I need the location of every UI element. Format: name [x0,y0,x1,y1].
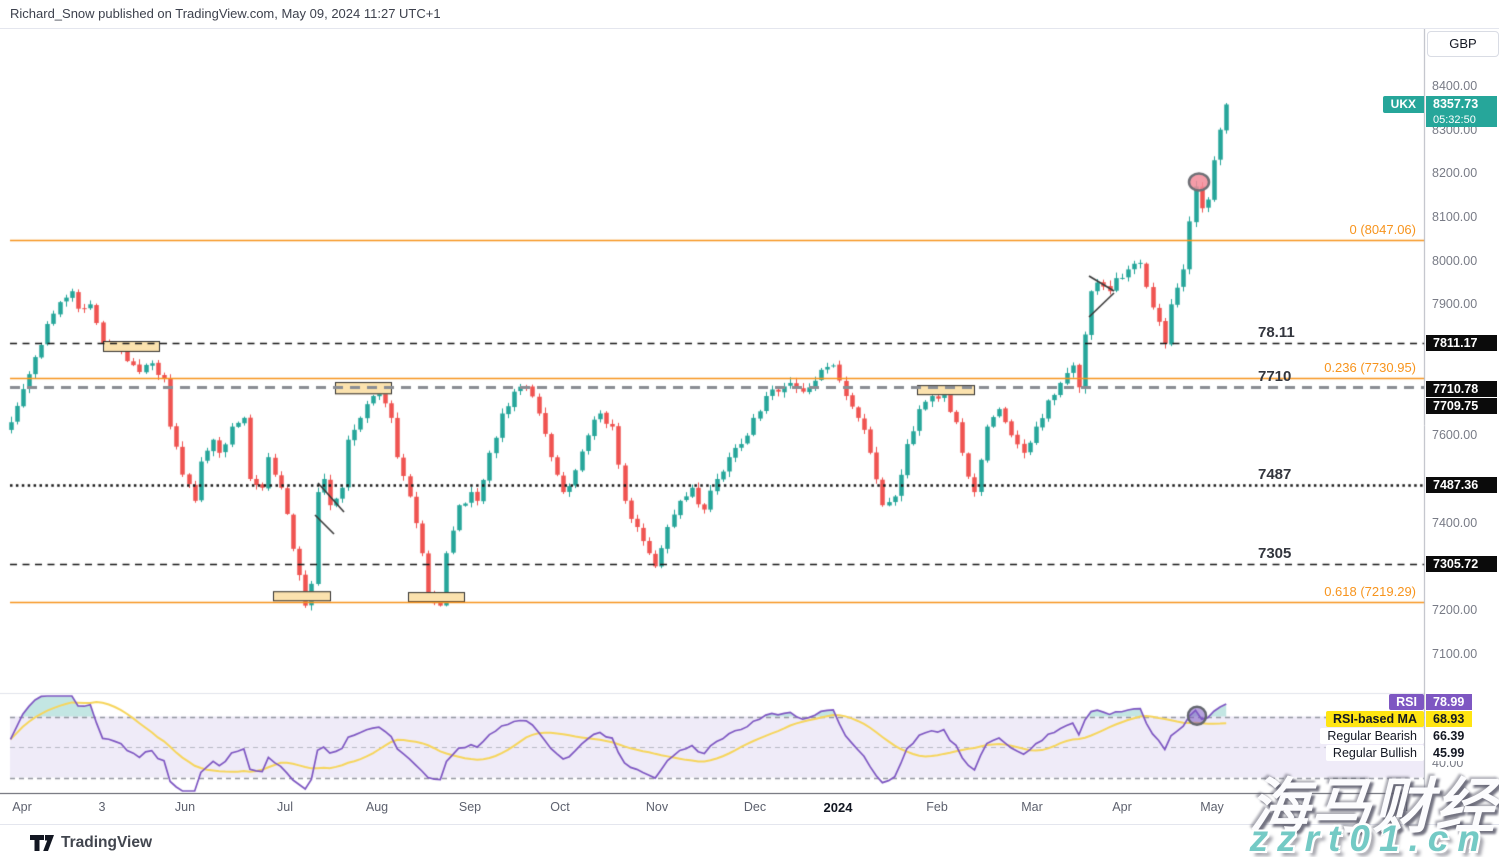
price-level-badge: 7305.72 [1426,555,1497,572]
tradingview-logo-text: TradingView [61,834,153,851]
time-axis-label: Jun [174,800,196,814]
fib-level-label: 0.618 (7219.29) [1324,583,1416,599]
price-axis-tick: 8100.00 [1432,210,1478,224]
time-axis-label: 2024 [823,800,853,815]
price-level-badge: 7487.36 [1426,476,1497,493]
fib-level-label: 0 (8047.06) [1349,222,1417,238]
level-label: 7710 [1258,368,1292,386]
time-axis-label: Apr [12,800,32,814]
watermark-cn: 海马财经 [1249,773,1497,840]
tradingview-logo-icon [30,835,54,851]
publisher-bar: Richard_Snow published on TradingView.co… [0,0,1499,29]
indicator-label-regular-bearish[interactable]: Regular Bearish [1320,727,1424,744]
footer-bar: TradingView [0,824,1499,857]
countdown-badge: 05:32:50 [1426,113,1497,127]
indicator-label-rsi-based-ma[interactable]: RSI-based MA [1325,711,1424,727]
last-price-badge: 8357.73 [1426,96,1497,113]
indicator-value: 78.99 [1426,694,1472,710]
time-axis-label: Jun [1289,800,1311,814]
watermark-url: zzrt01.cn [1249,818,1489,857]
tradingview-logo[interactable]: TradingView [30,834,152,852]
time-axis-label: Dec [743,800,767,814]
time-axis-label: Aug [365,800,389,814]
time-axis-label: Nov [645,800,669,814]
price-axis-tick: 8000.00 [1432,253,1478,268]
price-level-badge: 7709.75 [1426,398,1497,414]
price-axis-tick: 8200.00 [1432,166,1478,181]
publisher-text: Richard_Snow published on TradingView.co… [10,6,441,21]
time-axis-label: Feb [926,800,948,814]
time-axis-label: Jul [1392,800,1408,814]
indicator-value: 45.99 [1426,744,1472,761]
price-level-badge: 7811.17 [1426,335,1497,352]
symbol-badge: UKX [1382,96,1424,113]
price-axis-tick: 7600.00 [1432,428,1478,443]
fib-level-label: 0.236 (7730.95) [1324,360,1416,376]
price-axis-tick: 7400.00 [1432,515,1478,530]
time-axis-label: May [1200,800,1224,814]
time-axis-label: 3 [98,800,106,814]
currency-button[interactable]: GBP [1427,31,1499,57]
indicator-value: 66.39 [1426,727,1472,744]
level-label: 78.11 [1258,324,1295,342]
time-axis-label: Mar [1021,800,1043,814]
indicator-label-regular-bullish[interactable]: Regular Bullish [1325,744,1424,761]
level-label: 7305 [1258,544,1292,562]
time-axis-label: Apr [1112,800,1132,814]
time-axis-label: Jul [277,800,293,814]
price-axis-tick: 7200.00 [1432,603,1478,617]
price-axis-tick: 7100.00 [1432,646,1478,661]
indicator-value: 68.93 [1426,711,1472,727]
price-axis-tick: 8400.00 [1432,79,1478,93]
indicator-label-rsi[interactable]: RSI [1389,694,1424,710]
price-axis-tick: 7900.00 [1432,297,1478,312]
time-axis-label: Sep [458,800,482,814]
level-label: 7487 [1258,465,1292,483]
price-level-badge: 7710.78 [1426,380,1497,397]
time-axis-label: Oct [550,800,570,814]
